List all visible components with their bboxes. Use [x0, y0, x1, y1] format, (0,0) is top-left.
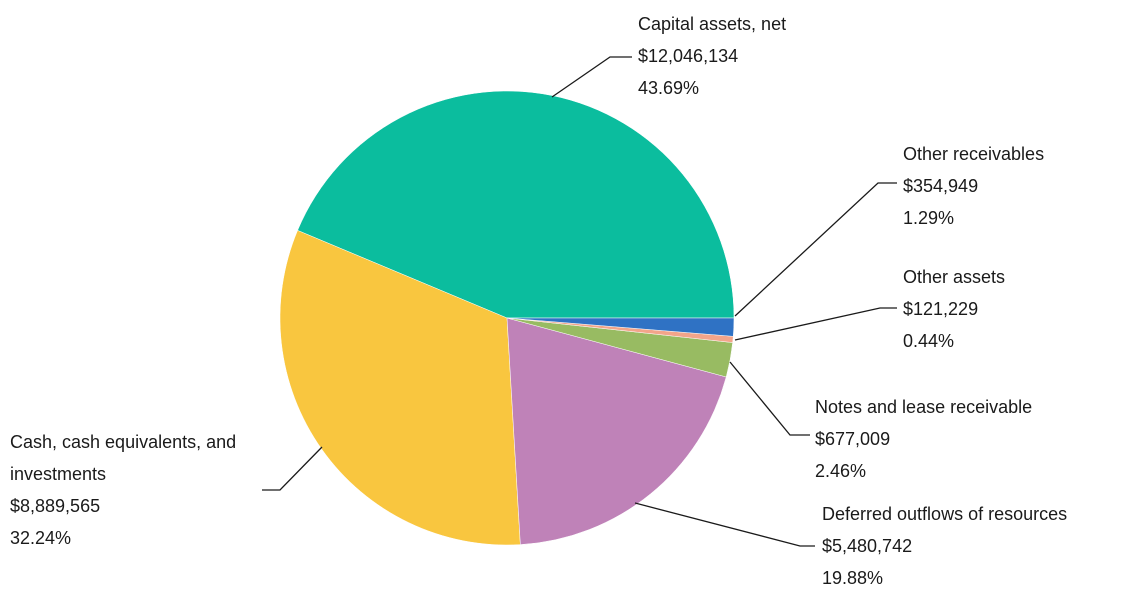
percent-label: 32.24% [10, 528, 72, 548]
category-label: Cash, cash equivalents, and investments [10, 432, 237, 484]
leader-line [634, 502, 815, 547]
leader-line [551, 56, 632, 98]
slice-label: Notes and lease receivable $677,009 2.46% [815, 391, 1115, 487]
slice-label: Other receivables $354,949 1.29% [903, 138, 1118, 234]
value-label: $5,480,742 [822, 536, 913, 556]
value-label: $677,009 [815, 429, 891, 449]
percent-label: 1.29% [903, 208, 955, 228]
percent-label: 19.88% [822, 568, 884, 588]
value-label: $8,889,565 [10, 496, 101, 516]
pie-slice [506, 317, 735, 337]
slice-label: Cash, cash equivalents, and investments $… [10, 426, 260, 554]
pie-slice [279, 230, 521, 546]
pie-slice [297, 90, 735, 319]
leader-line [734, 182, 897, 317]
leader-line [729, 361, 810, 436]
pie-slice [506, 317, 727, 545]
category-label: Other assets [903, 267, 1006, 287]
slice-label: Deferred outflows of resources $5,480,742… [822, 498, 1122, 594]
leader-line [734, 307, 897, 341]
value-label: $12,046,134 [638, 46, 739, 66]
slice-label: Capital assets, net $12,046,134 43.69% [638, 8, 938, 104]
leader-line [262, 446, 323, 491]
percent-label: 43.69% [638, 78, 700, 98]
percent-label: 0.44% [903, 331, 955, 351]
category-label: Capital assets, net [638, 14, 787, 34]
category-label: Other receivables [903, 144, 1045, 164]
value-label: $121,229 [903, 299, 979, 319]
percent-label: 2.46% [815, 461, 867, 481]
category-label: Notes and lease receivable [815, 397, 1033, 417]
slice-label: Other assets $121,229 0.44% [903, 261, 1118, 357]
category-label: Deferred outflows of resources [822, 504, 1068, 524]
value-label: $354,949 [903, 176, 979, 196]
